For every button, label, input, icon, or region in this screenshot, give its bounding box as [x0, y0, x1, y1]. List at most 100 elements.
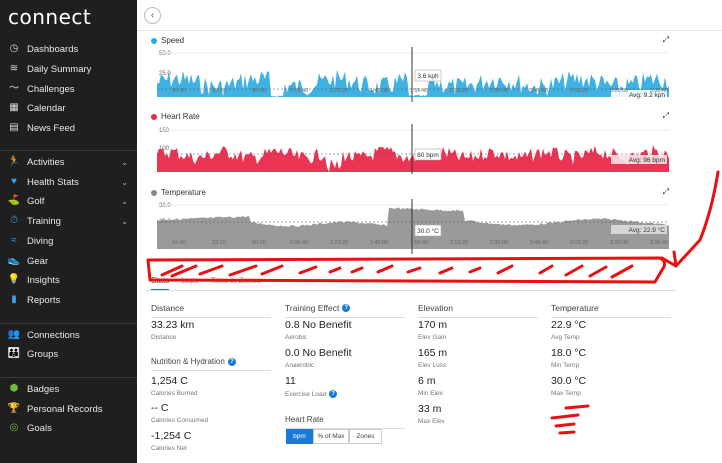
- cursor-tooltip-box: [414, 224, 442, 237]
- avg-label-box: [611, 155, 667, 164]
- sidebar-item-label: News Feed: [27, 122, 76, 134]
- expand-temperature-icon[interactable]: ⤢: [662, 187, 669, 196]
- avg-label-box: [611, 90, 667, 99]
- stats-tabs: Stats Laps Time in Zones: [151, 276, 273, 291]
- connect-logo[interactable]: connect: [8, 5, 92, 29]
- avg-label: Avg: 22.9 °C: [629, 226, 666, 234]
- percent-of-max-button[interactable]: % of Max: [313, 429, 349, 444]
- x-tick-label: 2:30:00: [490, 88, 508, 94]
- sidebar-item-label: Goals: [27, 422, 52, 434]
- max-elev-label: Max Elev: [418, 418, 445, 425]
- stopwatch-icon: ⏱: [10, 215, 18, 226]
- x-tick-label: 1:40:00: [370, 240, 388, 246]
- help-icon[interactable]: ?: [329, 390, 338, 398]
- sidebar-item-gear[interactable]: 👟 Gear: [0, 251, 137, 271]
- sidebar-item-activities[interactable]: 🏃 Activities ⌄: [0, 152, 137, 172]
- elev-gain-value: 170 m: [418, 319, 448, 331]
- sidebar-item-news-feed[interactable]: ▤ News Feed: [0, 118, 137, 138]
- sidebar-item-health-stats[interactable]: ♥ Health Stats ⌄: [0, 172, 137, 192]
- max-elev-stat: 33 m Max Elev: [418, 403, 445, 425]
- sidebar-item-label: Daily Summary: [27, 63, 92, 75]
- sidebar-item-daily-summary[interactable]: ≋ Daily Summary: [0, 59, 137, 79]
- heart-icon: ♥: [11, 176, 17, 187]
- zones-button[interactable]: Zones: [349, 429, 382, 444]
- sidebar-item-reports[interactable]: ▮ Reports: [0, 290, 137, 310]
- sidebar-item-golf[interactable]: ⛳ Golf ⌄: [0, 191, 137, 211]
- y-max-label: 30.0: [159, 203, 171, 209]
- calories-consumed-stat: -- C Calories Consumed: [151, 402, 208, 424]
- expand-heart-rate-icon[interactable]: ⤢: [662, 111, 669, 120]
- aerobic-stat: 0.8 No Benefit Aerobic: [285, 319, 352, 341]
- avg-temp-value: 22.9 °C: [551, 319, 587, 331]
- tab-laps[interactable]: Laps: [181, 276, 199, 285]
- sidebar-item-label: Activities: [27, 156, 65, 168]
- connections-icon: 👥: [7, 329, 21, 340]
- sidebar-item-groups[interactable]: 👪 Groups: [0, 344, 137, 364]
- series-area: [157, 207, 669, 249]
- sidebar-item-label: Training: [27, 215, 61, 227]
- temperature-header: Temperature: [551, 303, 671, 318]
- main-content: ‹ Speed ⤢ 50.0 25.0 3.6 kph Avg: 9.2 kph 16:…: [137, 0, 722, 463]
- distance-value: 33.23 km: [151, 319, 195, 331]
- sidebar-item-calendar[interactable]: ▦ Calendar: [0, 98, 137, 118]
- shoe-icon: 👟: [7, 255, 21, 266]
- expand-speed-icon[interactable]: ⤢: [662, 35, 669, 44]
- x-tick-label: 2:13:20: [450, 88, 468, 94]
- min-elev-label: Min Elev: [418, 390, 443, 397]
- trophy-icon: 🏆: [7, 403, 21, 414]
- reports-icon: ▮: [11, 294, 17, 305]
- cursor-tooltip: 30.0 °C: [417, 227, 439, 235]
- max-temp-value: 30.0 °C: [551, 375, 587, 387]
- sidebar-item-insights[interactable]: 💡 Insights: [0, 270, 137, 290]
- distance-label: Distance: [151, 334, 177, 341]
- sidebar-divider: [0, 150, 137, 151]
- heart-rate-chart[interactable]: 150 100 80 bpm Avg: 96 bpm: [157, 124, 669, 174]
- sidebar-item-badges[interactable]: ⬢ Badges: [0, 379, 137, 399]
- elev-gain-stat: 170 m Elev Gain: [418, 319, 447, 341]
- sidebar-item-personal-records[interactable]: 🏆 Personal Records: [0, 399, 137, 419]
- anaerobic-label: Anaerobic: [285, 362, 315, 369]
- tab-time-in-zones[interactable]: Time in Zones: [210, 276, 261, 285]
- sidebar-item-goals[interactable]: ◎ Goals: [0, 418, 137, 438]
- distance-stat: 33.23 km Distance: [151, 319, 194, 341]
- diving-icon: ≈: [11, 235, 17, 246]
- x-tick-label: 2:30:00: [490, 240, 508, 246]
- x-tick-label: 3:03:20: [570, 240, 588, 246]
- chevron-down-icon[interactable]: ⌄: [121, 177, 128, 187]
- x-tick-label: 3:36:40: [650, 240, 668, 246]
- goals-icon: ◎: [9, 422, 19, 433]
- golf-icon: ⛳: [7, 195, 21, 206]
- sidebar-item-label: Badges: [27, 383, 60, 395]
- calories-consumed-label: Calories Consumed: [151, 417, 209, 424]
- back-button[interactable]: ‹: [144, 7, 161, 24]
- sidebar-item-label: Diving: [27, 235, 54, 247]
- sidebar-item-challenges[interactable]: 〜 Challenges: [0, 79, 137, 99]
- sidebar-item-diving[interactable]: ≈ Diving: [0, 231, 137, 251]
- x-tick-label: 33:20: [212, 240, 226, 246]
- sidebar-item-label: Challenges: [27, 83, 75, 95]
- bpm-button[interactable]: bpm: [286, 429, 313, 444]
- chevron-down-icon[interactable]: ⌄: [121, 157, 128, 167]
- sidebar-item-training[interactable]: ⏱ Training ⌄: [0, 211, 137, 231]
- help-icon[interactable]: ?: [227, 357, 236, 366]
- sidebar-item-connections[interactable]: 👥 Connections: [0, 325, 137, 345]
- series-area: [157, 145, 669, 172]
- chevron-down-icon[interactable]: ⌄: [121, 216, 128, 226]
- x-tick-label: 16:40: [172, 88, 186, 94]
- speed-chart[interactable]: 50.0 25.0 3.6 kph Avg: 9.2 kph 16:40 33:20 50:…: [157, 47, 669, 102]
- chevron-down-icon[interactable]: ⌄: [121, 196, 128, 206]
- avg-temp-label: Avg Temp: [551, 334, 580, 341]
- help-icon[interactable]: ?: [342, 304, 351, 312]
- sidebar-item-label: Insights: [27, 274, 60, 286]
- max-temp-label: Max Temp: [551, 390, 581, 397]
- x-tick-label: 1:06:40: [290, 88, 308, 94]
- x-tick-label: 1:56:40: [410, 240, 428, 246]
- avg-label: Avg: 9.2 kph: [629, 92, 665, 99]
- tab-stats[interactable]: Stats: [151, 276, 170, 291]
- sidebar-item-label: Gear: [27, 255, 49, 267]
- aerobic-value: 0.8 No Benefit: [285, 319, 352, 331]
- sidebar-item-dashboards[interactable]: ◷ Dashboards: [0, 39, 137, 59]
- min-elev-stat: 6 m Min Elev: [418, 375, 443, 397]
- sidebar-item-label: Golf: [27, 195, 45, 207]
